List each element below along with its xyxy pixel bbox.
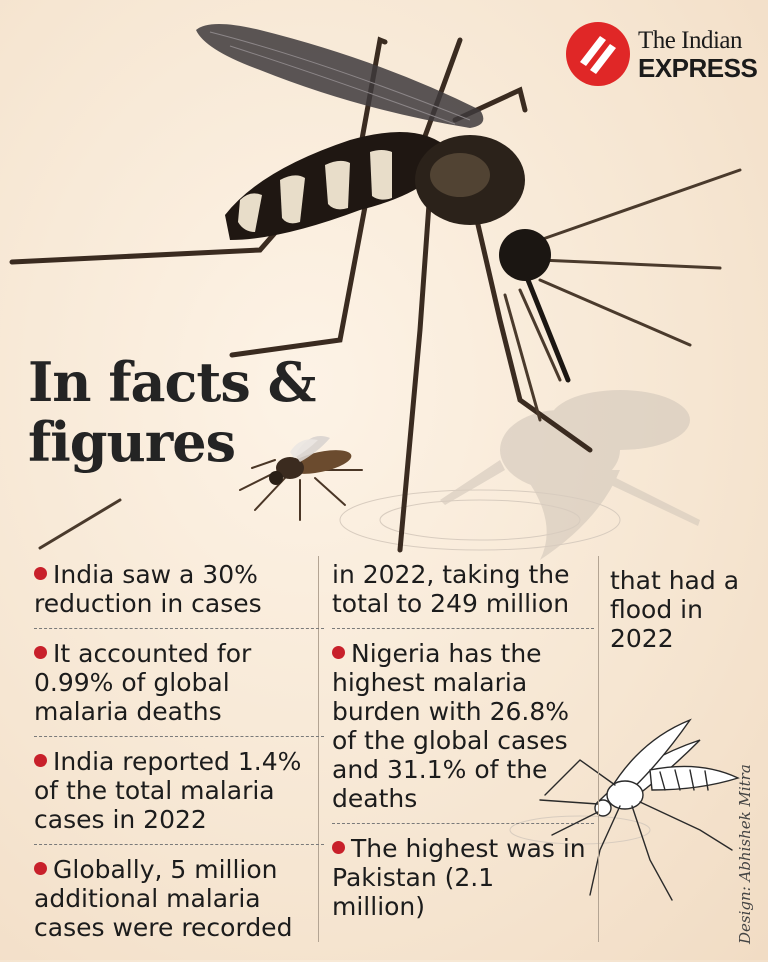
fact-text: that had a flood in 2022 xyxy=(610,566,740,653)
fact-item: The highest was in Pakistan (2.1 million… xyxy=(332,834,594,931)
small-mosquito xyxy=(239,436,363,521)
fact-item: India reported 1.4% of the total malaria… xyxy=(34,747,324,845)
column-divider-2 xyxy=(598,556,599,942)
bullet-dot-icon xyxy=(34,754,47,767)
fact-item: Nigeria has the highest malaria burden w… xyxy=(332,639,594,824)
title-line1: In facts & xyxy=(28,350,316,414)
bullet-dot-icon xyxy=(332,841,345,854)
facts-column-3: that had a flood in 2022 xyxy=(610,566,760,673)
fact-continuation: in 2022, taking the total to 249 million xyxy=(332,560,594,629)
fact-text: Globally, 5 million additional malaria c… xyxy=(34,855,293,942)
brand-wordmark: The Indian EXPRESS xyxy=(638,26,758,83)
bullet-dot-icon xyxy=(332,646,345,659)
fact-text: in 2022, taking the total to 249 million xyxy=(332,560,570,618)
fact-item: India saw a 30% reduction in cases xyxy=(34,560,324,629)
bullet-dot-icon xyxy=(34,862,47,875)
page-title: In facts & figures xyxy=(28,350,316,474)
facts-column-1: India saw a 30% reduction in cases It ac… xyxy=(34,560,324,962)
indian-express-logo-icon xyxy=(566,22,630,86)
fact-text: Nigeria has the highest malaria burden w… xyxy=(332,639,569,813)
title-line2: figures xyxy=(28,410,236,474)
fact-text: It accounted for 0.99% of global malaria… xyxy=(34,639,252,726)
big-mosquito xyxy=(9,24,742,553)
bullet-dot-icon xyxy=(34,567,47,580)
mosquito-shadow xyxy=(440,390,700,560)
bullet-dot-icon xyxy=(34,646,47,659)
facts-column-2: in 2022, taking the total to 249 million… xyxy=(332,560,594,941)
design-credit: Design: Abhishek Mitra xyxy=(736,764,754,944)
brand-line1: The Indian xyxy=(638,26,742,54)
column-divider-1 xyxy=(318,556,319,942)
brand-line2: EXPRESS xyxy=(638,52,758,83)
fact-item: It accounted for 0.99% of global malaria… xyxy=(34,639,324,737)
fact-continuation: that had a flood in 2022 xyxy=(610,566,760,663)
sketch-mosquito xyxy=(539,718,740,901)
ripple-lines xyxy=(339,489,651,845)
brand-logo: The Indian EXPRESS xyxy=(566,22,758,86)
fact-item: Globally, 5 million additional malaria c… xyxy=(34,855,324,952)
fact-text: India reported 1.4% of the total malaria… xyxy=(34,747,302,834)
fact-text: The highest was in Pakistan (2.1 million… xyxy=(332,834,586,921)
fact-text: India saw a 30% reduction in cases xyxy=(34,560,262,618)
